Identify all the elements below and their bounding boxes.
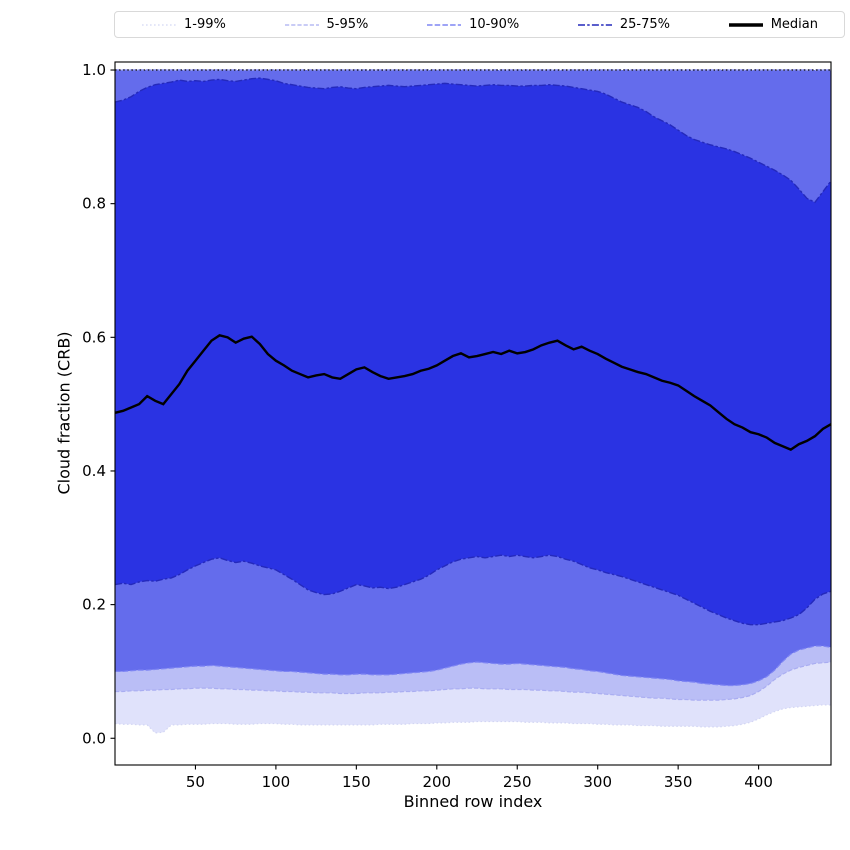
band-edge-5-95%-lower bbox=[115, 661, 832, 701]
y-tick-label: 0.0 bbox=[82, 729, 106, 747]
y-tick-label: 0.6 bbox=[82, 328, 106, 346]
x-tick-label: 250 bbox=[503, 773, 532, 791]
legend-label-1-99: 1-99% bbox=[184, 17, 226, 32]
y-tick-label: 0.2 bbox=[82, 596, 106, 614]
band-1-99-line-sample bbox=[142, 23, 176, 26]
y-axis-label: Cloud fraction (CRB) bbox=[54, 331, 74, 495]
legend-item-1-99: 1-99% bbox=[141, 17, 226, 32]
legend-label-25-75: 25-75% bbox=[619, 17, 671, 32]
band-edge-10-90%-lower bbox=[115, 645, 832, 687]
band-fill-25-75% bbox=[115, 78, 831, 625]
band-25-75-line-sample bbox=[577, 23, 612, 26]
legend-label-5-95: 5-95% bbox=[326, 17, 369, 32]
x-tick-label: 300 bbox=[583, 773, 612, 791]
band-10-90-line-sample bbox=[427, 23, 462, 26]
x-tick-label: 350 bbox=[664, 773, 693, 791]
chart-legend: 1-99% 5-95% 10-90% 25-75% Median bbox=[114, 11, 845, 38]
y-tick-label: 0.8 bbox=[82, 195, 106, 213]
median-line bbox=[114, 334, 832, 451]
x-axis-label: Binned row index bbox=[403, 792, 543, 811]
x-tick-label: 50 bbox=[186, 773, 205, 791]
legend-item-10-90: 10-90% bbox=[426, 17, 519, 32]
band-5-95-line-sample bbox=[284, 23, 319, 26]
median-line-sample bbox=[728, 22, 763, 27]
band-edge-1-99%-lower bbox=[114, 704, 831, 734]
plot-frame bbox=[114, 61, 832, 766]
legend-item-median: Median bbox=[728, 17, 818, 32]
band-edge-25-75%-upper bbox=[114, 77, 832, 204]
x-tick-label: 200 bbox=[422, 773, 451, 791]
x-tick-label: 150 bbox=[342, 773, 371, 791]
legend-label-10-90: 10-90% bbox=[469, 17, 520, 32]
y-tick-label: 1.0 bbox=[82, 61, 106, 79]
x-tick-label: 100 bbox=[262, 773, 291, 791]
y-tick-label: 0.4 bbox=[82, 462, 106, 480]
legend-item-25-75: 25-75% bbox=[577, 17, 670, 32]
band-edge-25-75%-lower bbox=[114, 554, 832, 626]
legend-item-5-95: 5-95% bbox=[284, 17, 369, 32]
x-tick-label: 400 bbox=[744, 773, 773, 791]
legend-label-median: Median bbox=[770, 17, 818, 32]
